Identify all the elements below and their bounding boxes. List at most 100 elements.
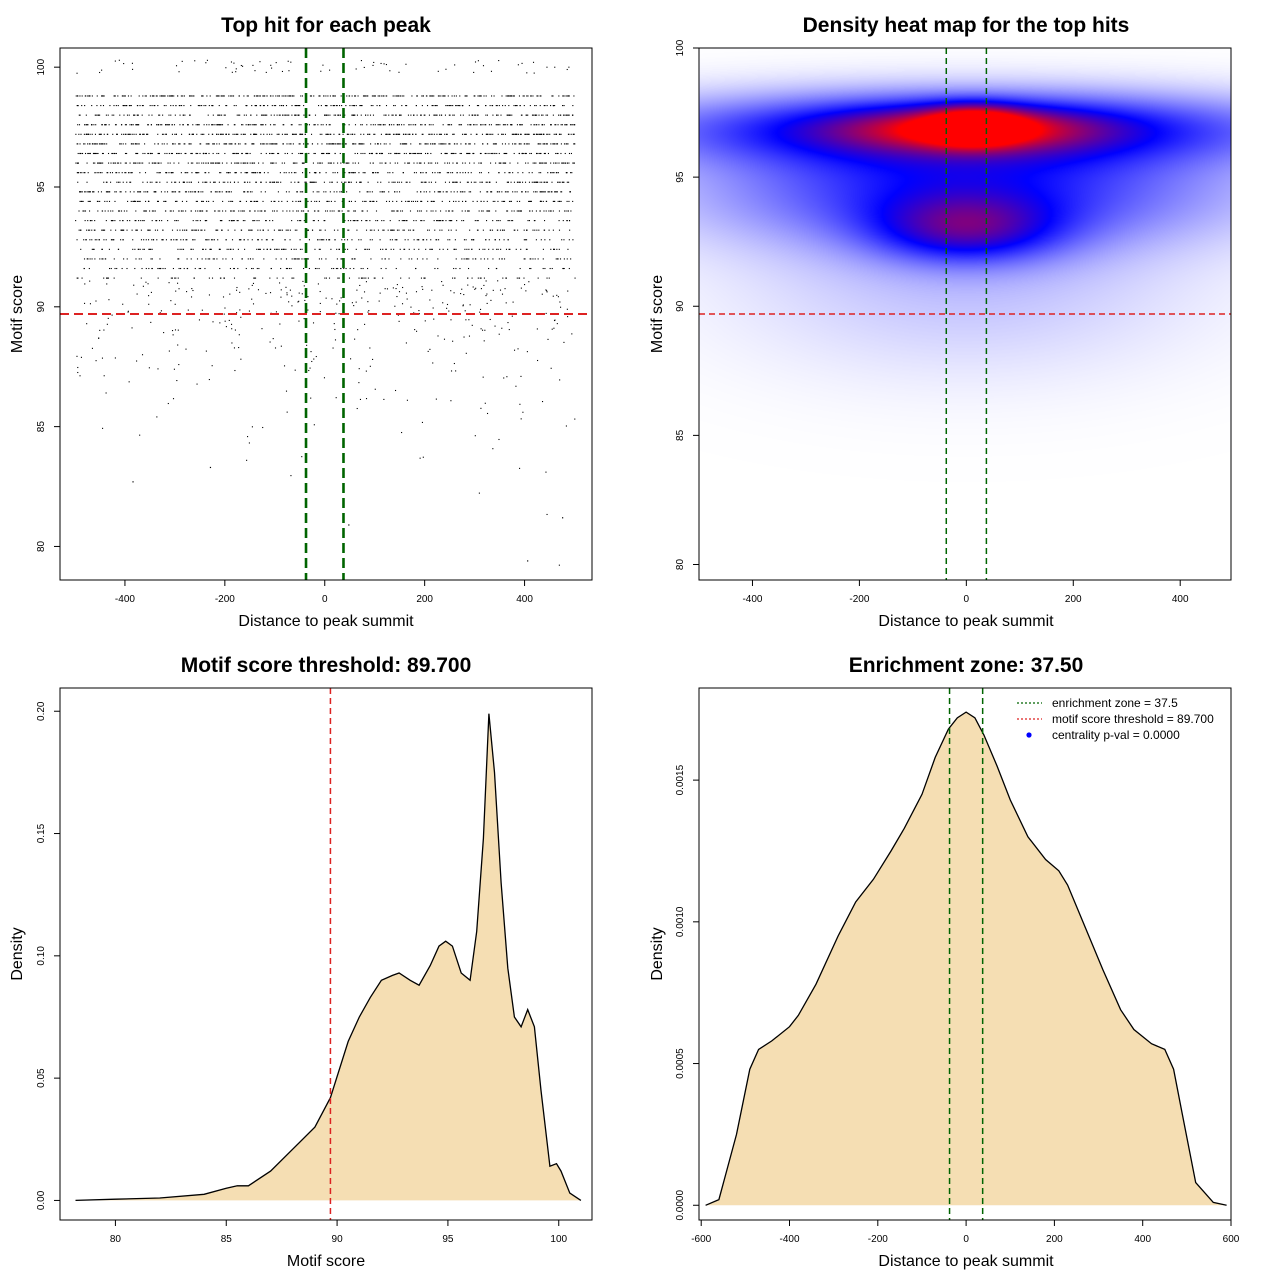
scatter-point: [533, 124, 535, 126]
scatter-point: [513, 152, 515, 155]
scatter-point: [531, 114, 534, 116]
scatter-point: [357, 329, 359, 331]
scatter-point: [511, 315, 513, 317]
scatter-point: [182, 210, 184, 212]
scatter-point: [197, 229, 200, 231]
scatter-point: [83, 239, 85, 241]
scatter-point: [525, 248, 527, 250]
scatter-point: [91, 95, 93, 97]
scatter-point: [157, 133, 159, 135]
scatter-point: [187, 309, 189, 311]
scatter-point: [256, 248, 258, 250]
scatter-point: [148, 162, 150, 164]
scatter-point: [218, 162, 220, 164]
scatter-point: [156, 124, 158, 126]
scatter-point: [253, 143, 255, 145]
scatter-point: [110, 220, 112, 222]
scatter-point: [562, 220, 564, 222]
scatter-point: [252, 220, 254, 222]
scatter-point: [430, 152, 432, 155]
scatter-point: [379, 239, 381, 241]
scatter-point: [182, 114, 185, 116]
scatter-point: [432, 210, 434, 212]
scatter-point: [492, 448, 494, 450]
scatter-point: [238, 114, 240, 116]
scatter-point: [153, 105, 155, 107]
scatter-point: [213, 239, 215, 241]
scatter-point: [288, 114, 290, 116]
scatter-point: [121, 267, 123, 270]
scatter-point: [382, 277, 384, 279]
scatter-point: [566, 181, 568, 183]
scatter-point: [358, 143, 360, 145]
scatter-point: [76, 105, 78, 107]
scatter-point: [525, 290, 527, 292]
scatter-point: [377, 172, 379, 174]
scatter-point: [149, 229, 151, 231]
scatter-point: [341, 239, 343, 241]
scatter-point: [400, 114, 402, 116]
scatter-point: [464, 143, 467, 145]
scatter-point: [276, 114, 278, 116]
scatter-point: [154, 105, 156, 107]
scatter-point: [335, 105, 337, 107]
scatter-point: [496, 114, 498, 116]
scatter-point: [241, 152, 243, 155]
scatter-point: [150, 152, 152, 155]
scatter-point: [337, 114, 339, 116]
scatter-point: [303, 210, 305, 212]
scatter-point: [248, 310, 250, 312]
scatter-point: [102, 152, 104, 155]
scatter-point: [480, 328, 482, 330]
scatter-point: [119, 220, 121, 222]
scatter-point: [217, 239, 219, 241]
scatter-point: [163, 105, 165, 107]
scatter-point: [337, 162, 339, 164]
scatter-point: [106, 277, 108, 279]
scatter-point: [286, 294, 288, 296]
scatter-point: [260, 124, 262, 126]
scatter-reference-lines: [60, 48, 592, 580]
scatter-point: [569, 124, 572, 126]
scatter-point: [378, 95, 381, 97]
scatter-point: [77, 105, 79, 107]
scatter-point: [150, 321, 152, 323]
scatter-point: [422, 133, 424, 135]
scatter-point: [543, 181, 545, 183]
scatter-point: [486, 412, 489, 415]
scatter-point: [301, 133, 303, 135]
scatter-point: [523, 229, 525, 231]
scatter-point: [401, 105, 403, 107]
scatter-point: [283, 95, 285, 97]
scatter-point: [175, 290, 177, 292]
scatter-point: [223, 95, 225, 97]
scatter-point: [560, 133, 562, 135]
scatter-point: [244, 133, 246, 135]
scatter-point: [286, 411, 288, 413]
scatter-point: [235, 133, 237, 135]
scatter-point: [522, 172, 524, 174]
scatter-point: [195, 152, 197, 155]
scatter-point: [206, 239, 208, 241]
scatter-point: [275, 62, 277, 64]
scatter-point: [529, 258, 531, 260]
scatter-point: [216, 124, 218, 126]
scatter-point: [243, 239, 245, 241]
scatter-point: [536, 191, 538, 193]
scatter-point: [215, 162, 217, 164]
scatter-point: [572, 133, 574, 135]
scatter-point: [110, 229, 112, 231]
scatter-point: [560, 143, 562, 145]
scatter-point: [451, 220, 453, 222]
scatter-point: [131, 229, 133, 231]
scatter-point: [557, 200, 559, 202]
scatter-point: [409, 181, 411, 183]
scatter-point: [247, 95, 249, 97]
scatter-point: [530, 95, 532, 97]
scatter-point: [282, 114, 284, 116]
scatter-point: [367, 267, 369, 270]
scatter-point: [400, 277, 402, 279]
scatter-point: [126, 105, 128, 107]
scatter-point: [326, 105, 328, 107]
scatter-point: [426, 105, 429, 107]
